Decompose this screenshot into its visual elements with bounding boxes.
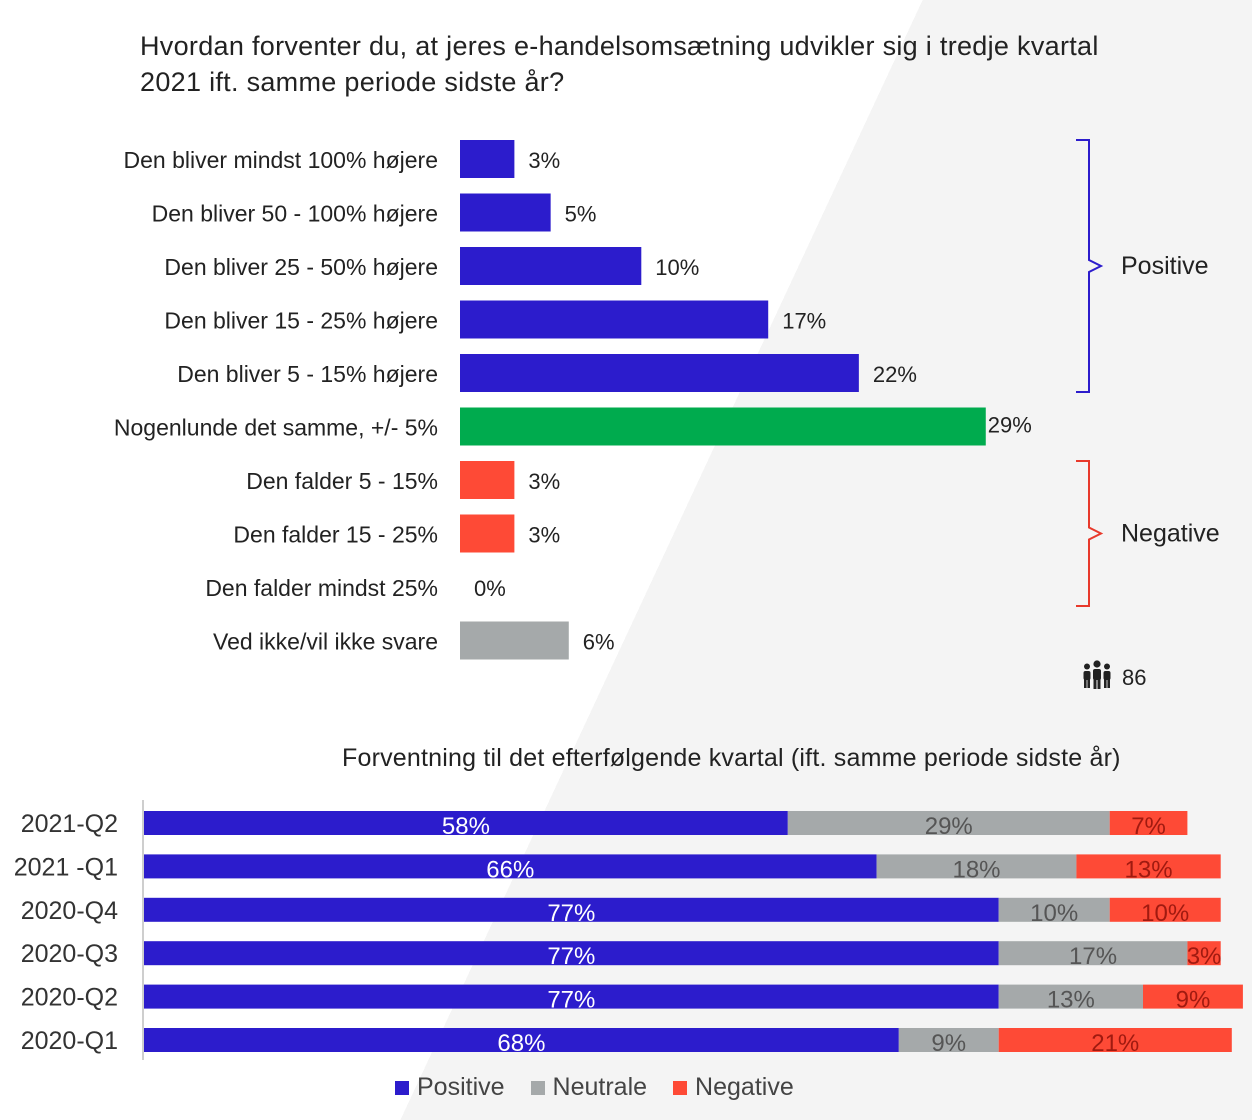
tick-label: 2020-Q2: [21, 984, 118, 1012]
bar-segment-negative: [1143, 984, 1243, 1009]
segment-label: 18%: [952, 856, 1000, 883]
category-label: Den bliver 50 - 100% højere: [152, 201, 438, 227]
expectation-bar-chart: Den bliver mindst 100% højere 3% Den blive…: [114, 139, 1220, 660]
category-label: Den bliver mindst 100% højere: [124, 147, 438, 173]
category-label: Den falder mindst 25%: [205, 575, 438, 601]
bar: [460, 354, 859, 392]
segment-label: 58%: [442, 813, 490, 840]
legend-item-neutrale: Neutrale: [530, 1073, 648, 1102]
bar: [460, 140, 515, 178]
bar: [460, 300, 769, 339]
chart2-legend: Positive Neutrale Negative: [395, 1073, 794, 1102]
segment-label: 9%: [1176, 987, 1211, 1014]
category-label: Den bliver 25 - 50% højere: [164, 254, 438, 280]
legend-swatch-neutrale: [530, 1080, 545, 1095]
segment-label: 68%: [497, 1030, 545, 1057]
category-label: Den falder 15 - 25%: [233, 522, 438, 548]
data-label: 3%: [528, 469, 560, 494]
segment-label: 13%: [1125, 856, 1173, 883]
bar-segment-neutrale: [998, 897, 1110, 922]
bar: [460, 193, 551, 232]
bracket-negative: [1076, 460, 1104, 607]
legend-item-positive: Positive: [395, 1073, 505, 1102]
bracket-label: Negative: [1121, 520, 1220, 548]
respondent-count: 86: [1082, 660, 1147, 696]
segment-label: 66%: [486, 856, 534, 883]
segment-label: 7%: [1131, 813, 1166, 840]
tick-label: 2020-Q4: [21, 897, 118, 925]
segment-label: 3%: [1187, 943, 1222, 970]
data-label: 29%: [988, 413, 1032, 438]
bar-segment-negative: [998, 1028, 1232, 1052]
bar: [460, 514, 515, 553]
bracket-positive: [1076, 139, 1104, 393]
category-label: Den falder 5 - 15%: [246, 468, 438, 494]
bar: [460, 247, 642, 285]
category-label: Ved ikke/vil ikke svare: [213, 629, 438, 655]
bar-segment-positive: [144, 811, 788, 835]
bar-segment-positive: [144, 897, 999, 922]
bar-segment-positive: [144, 941, 999, 966]
bar-segment-positive: [144, 984, 999, 1009]
bar-segment-negative: [1187, 941, 1221, 966]
chart-title: Hvordan forventer du, at jeres e-handels…: [140, 31, 1099, 97]
legend-label-negative: Negative: [695, 1073, 794, 1101]
data-label: 0%: [474, 576, 506, 601]
tick-label: 2021 -Q1: [14, 853, 118, 881]
category-label: Den bliver 5 - 15% højere: [177, 361, 438, 387]
bar-segment-neutrale: [998, 984, 1143, 1009]
segment-label: 77%: [547, 987, 595, 1014]
bar-segment-positive: [144, 1028, 899, 1052]
tick-label: 2021-Q2: [21, 810, 118, 838]
tick-label: 2020-Q1: [21, 1027, 118, 1055]
bracket-label: Positive: [1121, 252, 1209, 280]
respondent-count-value: 86: [1122, 665, 1147, 690]
legend-item-negative: Negative: [673, 1073, 794, 1102]
segment-label: 13%: [1047, 987, 1095, 1014]
segment-label: 29%: [925, 813, 973, 840]
bar-segment-negative: [1109, 897, 1221, 922]
bar: [460, 461, 515, 499]
bar: [460, 621, 569, 660]
bar-segment-negative: [1076, 854, 1221, 879]
data-label: 22%: [873, 362, 917, 387]
segment-label: 77%: [547, 943, 595, 970]
segment-label: 77%: [547, 900, 595, 927]
data-label: 3%: [528, 523, 560, 548]
segment-label: 10%: [1030, 900, 1078, 927]
bar-segment-neutrale: [876, 854, 1077, 879]
segment-label: 17%: [1069, 943, 1117, 970]
bar-segment-neutrale: [998, 941, 1188, 966]
legend-swatch-positive: [395, 1080, 409, 1095]
data-label: 10%: [655, 255, 699, 280]
legend-label-positive: Positive: [417, 1073, 505, 1101]
data-label: 5%: [565, 202, 597, 227]
bar-segment-positive: [144, 854, 877, 879]
segment-label: 21%: [1091, 1030, 1139, 1057]
legend-label-neutrale: Neutrale: [552, 1073, 648, 1101]
data-label: 6%: [583, 630, 615, 655]
chart2-title: Forventning til det efterfølgende kvarta…: [342, 744, 1121, 772]
bar-segment-negative: [1109, 811, 1188, 835]
bar-segment-neutrale: [898, 1028, 999, 1052]
data-label: 17%: [782, 309, 826, 334]
people-group-icon: [1082, 660, 1112, 696]
category-label: Nogenlunde det samme, +/- 5%: [114, 415, 438, 441]
data-label: 3%: [528, 148, 560, 173]
category-label: Den bliver 15 - 25% højere: [164, 308, 438, 334]
segment-label: 10%: [1141, 900, 1189, 927]
tick-label: 2020-Q3: [21, 940, 118, 968]
segment-label: 9%: [931, 1030, 966, 1057]
legend-swatch-negative: [673, 1080, 688, 1095]
bar: [460, 407, 986, 446]
bar-segment-neutrale: [787, 811, 1110, 835]
